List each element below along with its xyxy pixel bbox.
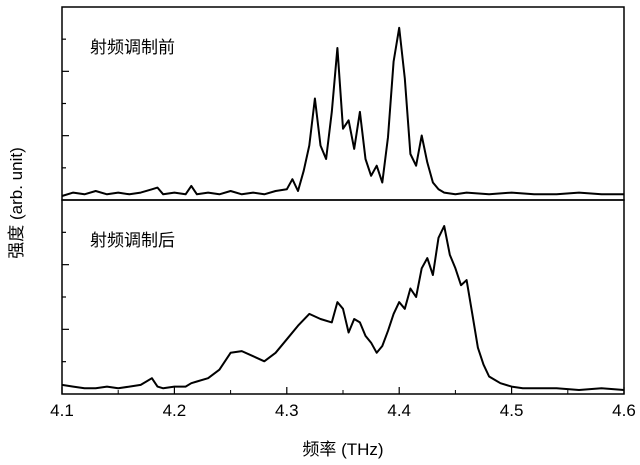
x-tick-label: 4.3 xyxy=(275,401,299,420)
x-axis-ticks: 4.1 4.2 4.3 4.4 4.5 4.6 xyxy=(50,387,636,420)
x-tick-label: 4.4 xyxy=(387,401,411,420)
spectrum-line-after xyxy=(61,225,625,391)
x-axis-title: 频率 (THz) xyxy=(302,440,383,459)
series-layer xyxy=(61,26,625,391)
top-panel-label: 射频调制前 xyxy=(90,38,175,57)
y-axis-title: 强度 (arb. unit) xyxy=(7,147,26,258)
bottom-panel-frame xyxy=(61,199,625,395)
top-panel-frame xyxy=(61,6,625,201)
bottom-panel-label: 射频调制后 xyxy=(90,231,175,250)
x-tick-label: 4.6 xyxy=(612,401,636,420)
x-tick-label: 4.1 xyxy=(50,401,74,420)
y-axis-ticks xyxy=(62,38,69,363)
x-tick-label: 4.5 xyxy=(500,401,524,420)
spectrum-line-before xyxy=(61,26,624,197)
x-tick-label: 4.2 xyxy=(163,401,187,420)
